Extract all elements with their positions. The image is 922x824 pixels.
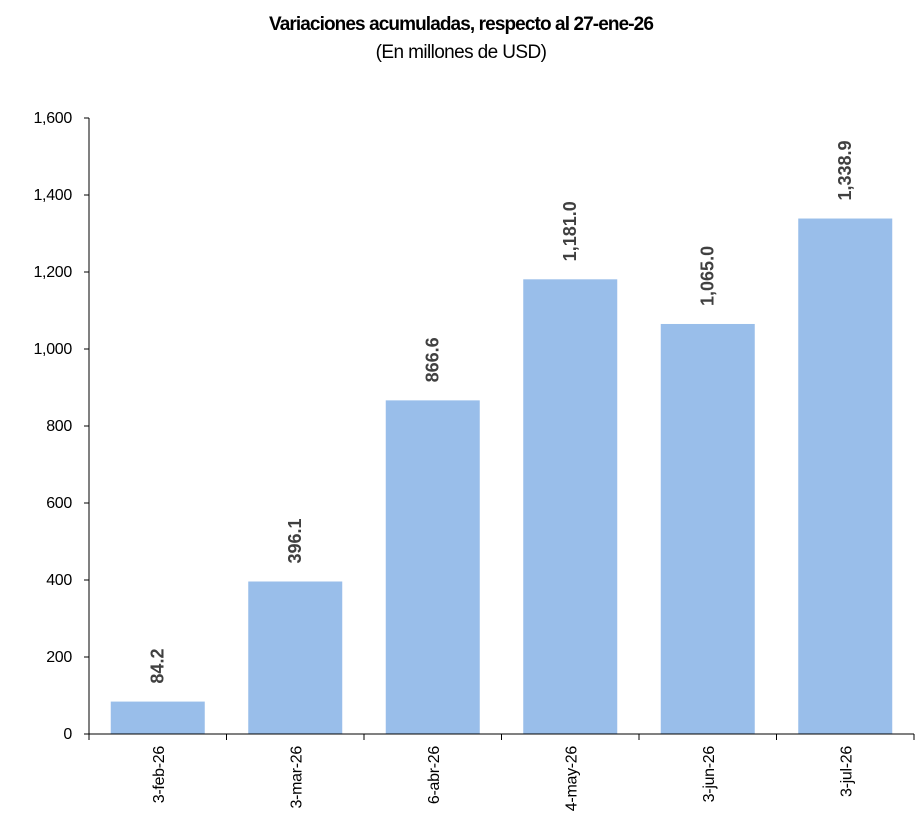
bar (798, 218, 893, 734)
y-tick-label: 600 (46, 495, 72, 512)
y-tick-label: 1,000 (33, 341, 72, 358)
data-label: 1,181.0 (560, 201, 580, 261)
y-tick-label: 1,200 (33, 264, 72, 281)
x-tick-label: 3-mar-26 (288, 746, 305, 809)
y-tick-label: 200 (46, 649, 72, 666)
bar (385, 400, 480, 734)
x-tick-label: 6-abr-26 (426, 746, 443, 804)
data-label: 1,065.0 (698, 246, 718, 306)
data-label: 396.1 (285, 518, 305, 563)
bar (523, 279, 618, 734)
y-axis: 0 200 400 600 800 1,000 1,200 1,400 1,600 (33, 110, 90, 743)
x-tick-label: 3-jun-26 (701, 746, 718, 803)
bar (248, 581, 343, 734)
y-tick-label: 800 (46, 418, 72, 435)
x-tick-label: 4-may-26 (563, 746, 580, 812)
data-label: 866.6 (423, 337, 443, 382)
y-tick-label: 0 (63, 726, 72, 743)
y-tick-label: 400 (46, 572, 72, 589)
data-label: 1,338.9 (835, 140, 855, 200)
y-tick-label: 1,600 (33, 110, 72, 127)
data-label: 84.2 (148, 649, 168, 684)
bars-group (110, 218, 893, 734)
bar (110, 701, 205, 734)
x-tick-label: 3-feb-26 (151, 746, 168, 804)
x-axis: 3-feb-26 3-mar-26 6-abr-26 4-may-26 3-jun-26… (88, 733, 915, 812)
x-tick-label: 3-jul-26 (838, 746, 855, 797)
data-labels-group: 84.2 396.1 866.6 1,181.0 1,065.0 1,338.9 (148, 140, 856, 683)
chart-subtitle: (En millones de USD) (375, 42, 547, 63)
chart-title: Variaciones acumuladas, respecto al 27-e… (268, 14, 654, 35)
y-tick-label: 1,400 (33, 187, 72, 204)
bar (660, 323, 755, 734)
